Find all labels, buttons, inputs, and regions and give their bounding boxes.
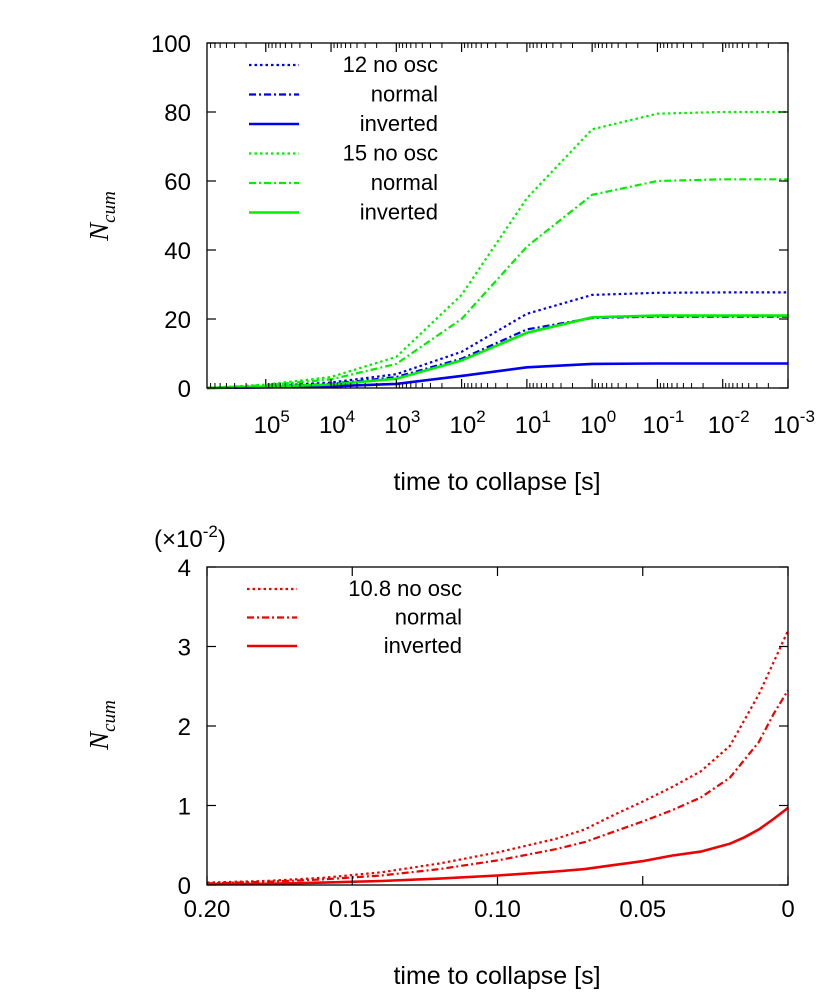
top-y-tick-label: 40 [164,238,191,265]
tick-exponent: -3 [800,407,815,426]
bottom-y-tick-label: 0 [178,873,191,900]
bottom-legend: 10.8 no osc normal inverted [247,576,462,658]
bottom-plot-frame [206,566,789,886]
top-y-tick-label: 20 [164,307,191,334]
top-y-tick-label: 60 [164,169,191,196]
scale-note-base: (×10 [154,526,203,553]
tick-exponent: 5 [280,407,289,426]
top-y-tick-label: 100 [151,31,191,58]
top-legend-label-1: normal [371,82,438,107]
bottom-x-axis-label: time to collapse [s] [393,962,600,990]
bottom-legend-label-0: 10.8 no osc [348,576,462,601]
top-x-tick-label: 102 [450,407,486,439]
bottom-x-tick-label: 0.15 [329,896,376,923]
top-series-line-1 [206,315,788,390]
top-x-tick-label: 10-1 [643,407,685,439]
tick-exponent: 1 [541,407,550,426]
top-x-tick-label: 10-3 [773,407,815,439]
bottom-y-tick-label: 3 [178,635,191,662]
top-legend-label-5: inverted [360,200,438,225]
top-x-tick-label: 105 [254,407,290,439]
top-legend-label-2: inverted [360,111,438,136]
bottom-y-tick-label: 2 [178,714,191,741]
top-legend: 12 no osc normal inverted 15 no osc normal in… [249,52,438,225]
tick-base: 10 [708,412,735,439]
bottom-y-tick-label: 1 [178,794,191,821]
tick-exponent: 0 [607,407,616,426]
top-x-axis-label: time to collapse [s] [393,468,600,496]
top-series-line-5 [206,314,788,390]
tick-exponent: 2 [476,407,485,426]
top-y-tick-label: 80 [164,100,191,127]
bottom-series-line-0 [206,630,790,884]
bottom-series-line-1 [206,689,789,885]
bottom-x-tick-label: 0.20 [184,896,231,923]
top-x-tick-label: 101 [515,407,551,439]
tick-exponent: 3 [411,407,420,426]
tick-base: 10 [384,412,411,439]
bottom-x-tick-label: 0.10 [474,896,521,923]
top-y-axis-label: Ncum [84,191,120,242]
tick-base: 10 [773,412,800,439]
tick-base: 10 [643,412,670,439]
top-plot-frame [206,42,789,389]
bottom-legend-label-2: inverted [384,633,462,658]
top-series-line-4 [206,178,788,390]
scale-note-close: ) [218,526,226,553]
tick-base: 10 [450,412,477,439]
bottom-ticks: 0 1 2 3 4 0.20 0.15 0.10 0.05 0 [178,555,795,923]
top-x-tick-label: 104 [319,407,355,439]
scale-note-exponent: -2 [203,522,218,541]
bottom-panel: 0 1 2 3 4 0.20 0.15 0.10 0.05 0 10.8 no osc normal… [84,522,795,990]
top-series-line-2 [206,362,788,390]
top-y-tick-label: 0 [178,376,191,403]
tick-base: 10 [254,412,281,439]
bottom-y-scale-note: (×10-2) [154,522,226,553]
top-series-line-3 [206,110,788,390]
bottom-series-line-2 [206,806,789,886]
tick-base: 10 [580,412,607,439]
top-legend-label-0: 12 no osc [343,52,438,77]
bottom-y-tick-label: 4 [178,555,191,582]
top-y-axis-label-main: N [84,221,114,242]
top-x-tick-label: 100 [580,407,616,439]
top-series-lines [206,110,788,390]
bottom-series-lines [206,630,790,886]
top-series-line-0 [206,291,788,390]
tick-base: 10 [515,412,542,439]
bottom-y-axis-label-sub: cum [99,700,120,732]
bottom-x-tick-label: 0.05 [619,896,666,923]
top-x-tick-label: 10-2 [708,407,750,439]
tick-exponent: -1 [669,407,684,426]
bottom-x-tick-label: 0 [781,896,794,923]
tick-exponent: 4 [346,407,355,426]
top-legend-label-4: normal [371,170,438,195]
bottom-y-axis-label: Ncum [84,700,120,751]
tick-exponent: -2 [735,407,750,426]
top-y-axis-label-sub: cum [99,191,120,223]
bottom-legend-label-1: normal [395,605,462,630]
top-legend-label-3: 15 no osc [343,141,438,166]
top-x-tick-label: 103 [384,407,420,439]
tick-base: 10 [319,412,346,439]
bottom-y-axis-label-main: N [84,730,114,751]
